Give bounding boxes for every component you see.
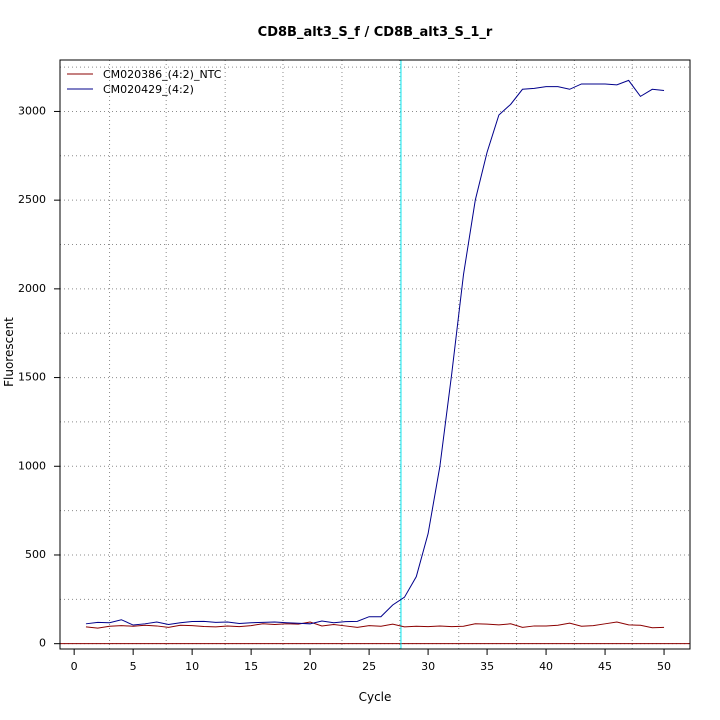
- chart-title: CD8B_alt3_S_f / CD8B_alt3_S_1_r: [258, 25, 493, 40]
- y-axis-label: Fluorescent: [2, 317, 16, 387]
- x-tick-label: 0: [71, 660, 78, 673]
- legend-label-1: CM020386_(4:2)_NTC: [103, 68, 222, 81]
- legend: CM020386_(4:2)_NTC CM020429_(4:2): [67, 68, 222, 96]
- x-axis: 0 5 10 15 20 25 30 35 40 45 50: [71, 649, 671, 673]
- x-tick-label: 25: [362, 660, 376, 673]
- y-tick-label: 0: [39, 637, 46, 650]
- x-tick-label: 40: [539, 660, 553, 673]
- y-tick-label: 3000: [18, 104, 46, 117]
- y-tick-label: 2000: [18, 282, 46, 295]
- legend-label-2: CM020429_(4:2): [103, 83, 194, 96]
- series-line-1: [85, 621, 665, 629]
- series-lines: [85, 79, 665, 629]
- y-tick-label: 1000: [18, 459, 46, 472]
- reference-lines: [60, 60, 690, 649]
- x-tick-label: 5: [130, 660, 137, 673]
- plot-frame: [59, 59, 691, 650]
- x-tick-label: 15: [244, 660, 258, 673]
- y-tick-label: 2500: [18, 193, 46, 206]
- x-tick-label: 35: [480, 660, 494, 673]
- x-tick-label: 50: [657, 660, 671, 673]
- gridlines: [60, 60, 690, 649]
- x-tick-label: 45: [598, 660, 612, 673]
- x-axis-label: Cycle: [359, 690, 392, 704]
- y-axis: 0 500 1000 1500 2000 2500 3000: [18, 104, 60, 650]
- series-line-2: [85, 79, 665, 626]
- x-tick-label: 20: [303, 660, 317, 673]
- x-tick-label: 30: [421, 660, 435, 673]
- y-tick-label: 500: [25, 548, 46, 561]
- y-tick-label: 1500: [18, 371, 46, 384]
- x-tick-label: 10: [185, 660, 199, 673]
